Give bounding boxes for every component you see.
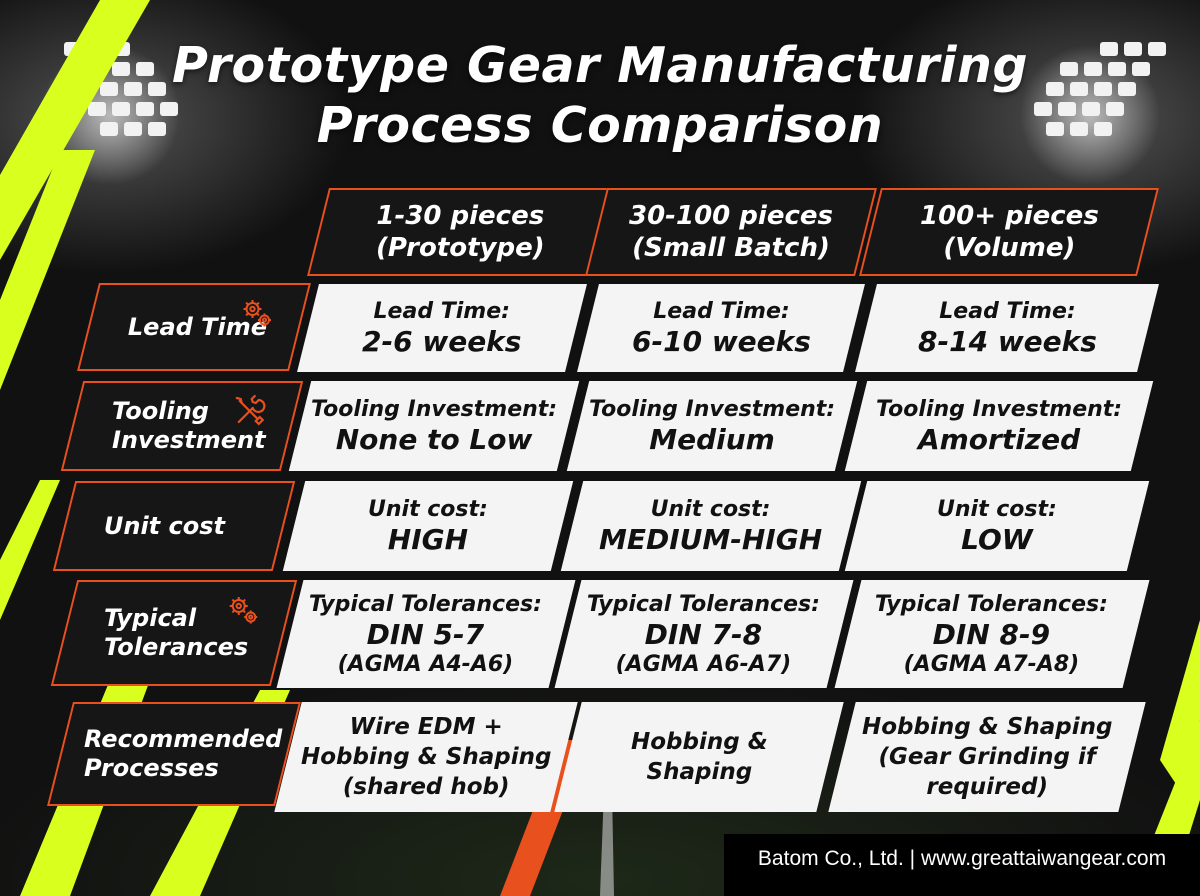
- tolerance-cell-volume: Typical Tolerances: DIN 8-9 (AGMA A7-A8): [834, 580, 1150, 688]
- cell-label: Tooling Investment:: [588, 397, 836, 422]
- cell-value: Medium: [649, 423, 775, 456]
- cell-value: MEDIUM-HIGH: [599, 523, 823, 556]
- process-line: (Gear Grinding if: [878, 744, 1096, 770]
- row-label-text: Unit cost: [104, 511, 226, 540]
- row-label-tooling-investment: Tooling Investment: [60, 381, 304, 471]
- cell-label: Lead Time:: [652, 299, 790, 324]
- stadium-light-right-icon: [1020, 42, 1166, 185]
- gears-icon: [229, 597, 258, 624]
- page-title: Prototype Gear Manufacturing Process Com…: [0, 36, 1200, 156]
- process-line: Hobbing & Shaping: [861, 714, 1113, 740]
- row-label-unit-cost: Unit cost: [52, 481, 296, 571]
- process-cell-prototype: Wire EDM + Hobbing & Shaping (shared hob…: [274, 702, 578, 812]
- cell-sub: (AGMA A7-A8): [904, 651, 1080, 677]
- lead-time-cell-volume: Lead Time: 8-14 weeks: [855, 284, 1159, 372]
- column-header-line: (Volume): [942, 233, 1075, 263]
- cell-label: Tooling Investment:: [310, 397, 558, 422]
- title-line-1: Prototype Gear Manufacturing: [171, 37, 1029, 94]
- row-label-lead-time: Lead Time: [77, 283, 311, 371]
- cell-label: Unit cost:: [651, 497, 771, 522]
- unit-cost-cell-volume: Unit cost: LOW: [844, 481, 1150, 571]
- cell-value: LOW: [961, 523, 1033, 556]
- column-header-line: (Small Batch): [632, 233, 830, 263]
- row-label-text: Processes: [84, 754, 219, 782]
- column-header-line: 1-30 pieces: [376, 201, 544, 231]
- tooling-cell-prototype: Tooling Investment: None to Low: [288, 381, 580, 471]
- cell-label: Unit cost:: [937, 497, 1057, 522]
- wrench-screwdriver-icon: [235, 394, 266, 426]
- row-label-recommended-processes: Recommended Processes: [47, 702, 301, 806]
- process-line: Hobbing & Shaping: [300, 744, 552, 770]
- cell-sub: (AGMA A6-A7): [616, 651, 792, 677]
- cell-value: DIN 8-9: [933, 617, 1051, 651]
- column-header-line: 30-100 pieces: [629, 201, 833, 231]
- column-header-line: 100+ pieces: [919, 201, 1099, 231]
- row-label-typical-tolerances: Typical Tolerances: [50, 580, 298, 686]
- tolerance-cell-small-batch: Typical Tolerances: DIN 7-8 (AGMA A6-A7): [554, 580, 854, 688]
- row-label-text: Investment: [112, 426, 266, 454]
- cell-value: Amortized: [917, 423, 1081, 456]
- column-header-small-batch: 30-100 pieces (Small Batch): [585, 188, 877, 276]
- cell-label: Typical Tolerances:: [587, 591, 821, 617]
- title-line-2: Process Comparison: [316, 97, 884, 154]
- process-line: Hobbing &: [630, 729, 768, 755]
- footer-credit: Batom Co., Ltd. | www.greattaiwangear.co…: [724, 834, 1200, 896]
- process-line: Shaping: [646, 759, 752, 785]
- cell-label: Typical Tolerances:: [309, 591, 543, 617]
- column-header-volume: 100+ pieces (Volume): [859, 188, 1159, 276]
- lead-time-cell-prototype: Lead Time: 2-6 weeks: [297, 284, 587, 372]
- tolerance-cell-prototype: Typical Tolerances: DIN 5-7 (AGMA A4-A6): [276, 580, 576, 688]
- process-line: (shared hob): [342, 774, 510, 800]
- unit-cost-cell-small-batch: Unit cost: MEDIUM-HIGH: [560, 481, 862, 571]
- process-line: Wire EDM +: [349, 714, 503, 740]
- column-header-line: (Prototype): [375, 233, 545, 263]
- cell-label: Unit cost:: [368, 497, 488, 522]
- column-header-prototype: 1-30 pieces (Prototype): [307, 188, 613, 276]
- lead-time-cell-small-batch: Lead Time: 6-10 weeks: [577, 284, 865, 372]
- tooling-cell-small-batch: Tooling Investment: Medium: [566, 381, 858, 471]
- process-cell-small-batch: Hobbing & Shaping: [554, 702, 844, 812]
- cell-value: 6-10 weeks: [631, 325, 811, 358]
- row-label-text: Recommended: [84, 725, 283, 753]
- cell-value: HIGH: [387, 523, 469, 556]
- cell-value: 2-6 weeks: [362, 325, 522, 358]
- cell-value: DIN 5-7: [367, 617, 485, 651]
- process-cell-volume: Hobbing & Shaping (Gear Grinding if requ…: [828, 702, 1146, 812]
- cell-value: None to Low: [335, 423, 533, 456]
- row-label-text: Tolerances: [104, 633, 249, 661]
- cell-value: 8-14 weeks: [917, 325, 1097, 358]
- cell-sub: (AGMA A4-A6): [338, 651, 514, 677]
- cell-label: Lead Time:: [938, 299, 1076, 324]
- cell-label: Typical Tolerances:: [875, 591, 1109, 617]
- cell-label: Lead Time:: [373, 299, 511, 324]
- cell-label: Tooling Investment:: [875, 397, 1123, 422]
- tooling-cell-volume: Tooling Investment: Amortized: [844, 381, 1154, 471]
- cell-value: DIN 7-8: [645, 617, 763, 651]
- unit-cost-cell-prototype: Unit cost: HIGH: [282, 481, 574, 571]
- gears-icon: [243, 300, 271, 327]
- process-line: required): [926, 774, 1048, 800]
